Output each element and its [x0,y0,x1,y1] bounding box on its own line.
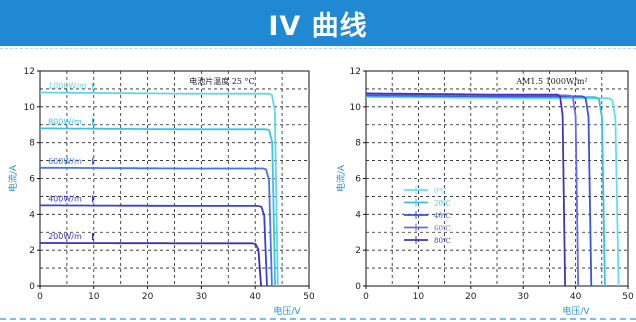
legend-label: 0℃ [434,187,446,195]
chart-annotation: 电池片温度 25 °C [189,76,254,86]
legend-label: 60℃ [434,225,451,233]
title-banner: IV 曲线 [0,0,636,46]
y-tick-label: 12 [24,67,35,77]
series-line-3 [40,204,268,287]
x-tick-label: 40 [570,292,582,302]
y-tick-label: 6 [355,175,361,185]
x-tick-label: 10 [413,292,425,302]
legend-label: 40℃ [434,212,451,220]
x-tick-label: 30 [517,292,529,302]
bottom-divider [0,318,636,320]
series-label: 600W/m [48,157,82,166]
series-label: 1000W/m [48,82,87,91]
y-tick-label: 10 [350,103,362,113]
y-tick-label: 0 [355,282,361,292]
y-tick-label: 2 [29,246,35,256]
legend-label: 80℃ [434,237,451,245]
y-axis-label: 电流/A [7,164,19,192]
y-tick-label: 4 [29,210,35,220]
chart-annotation: AM1.5 1000W/m² [515,77,587,86]
series-line-0 [40,91,279,287]
y-axis-label: 电流/A [335,164,347,192]
x-tick-label: 20 [142,292,154,302]
x-axis-label: 电压/V [273,305,301,317]
irradiance-iv-chart: 0 10 20 30 40 50 0 2 4 6 8 10 12 电流/A 电压/V 电池片温度 25 °C 1… [7,67,315,317]
series-label: 400W/m [48,194,82,203]
series-label: 200W/m [48,232,82,241]
y-tick-label: 10 [24,103,36,113]
y-tick-label: 8 [29,139,35,149]
x-tick-label: 30 [196,292,208,302]
series-line-4 [366,92,566,287]
x-tick-label: 50 [303,292,315,302]
y-tick-label: 4 [355,210,361,220]
x-tick-label: 0 [363,292,369,302]
x-tick-label: 40 [249,292,261,302]
banner-title: IV 曲线 [268,10,368,42]
x-tick-label: 50 [622,292,634,302]
x-tick-label: 10 [88,292,100,302]
x-tick-label: 0 [37,292,43,302]
series-line-2 [40,166,273,287]
series-line-1 [39,127,276,287]
y-tick-label: 12 [350,67,361,77]
y-tick-label: 0 [29,282,35,292]
legend-label: 20℃ [434,200,451,208]
x-axis-label: 电压/V [562,305,590,317]
y-tick-label: 2 [355,246,361,256]
x-tick-label: 20 [465,292,477,302]
series-line-4 [40,242,262,287]
y-tick-label: 8 [355,139,361,149]
y-tick-label: 6 [29,175,35,185]
series-label: 800W/m [48,117,82,126]
top-divider [0,48,636,49]
